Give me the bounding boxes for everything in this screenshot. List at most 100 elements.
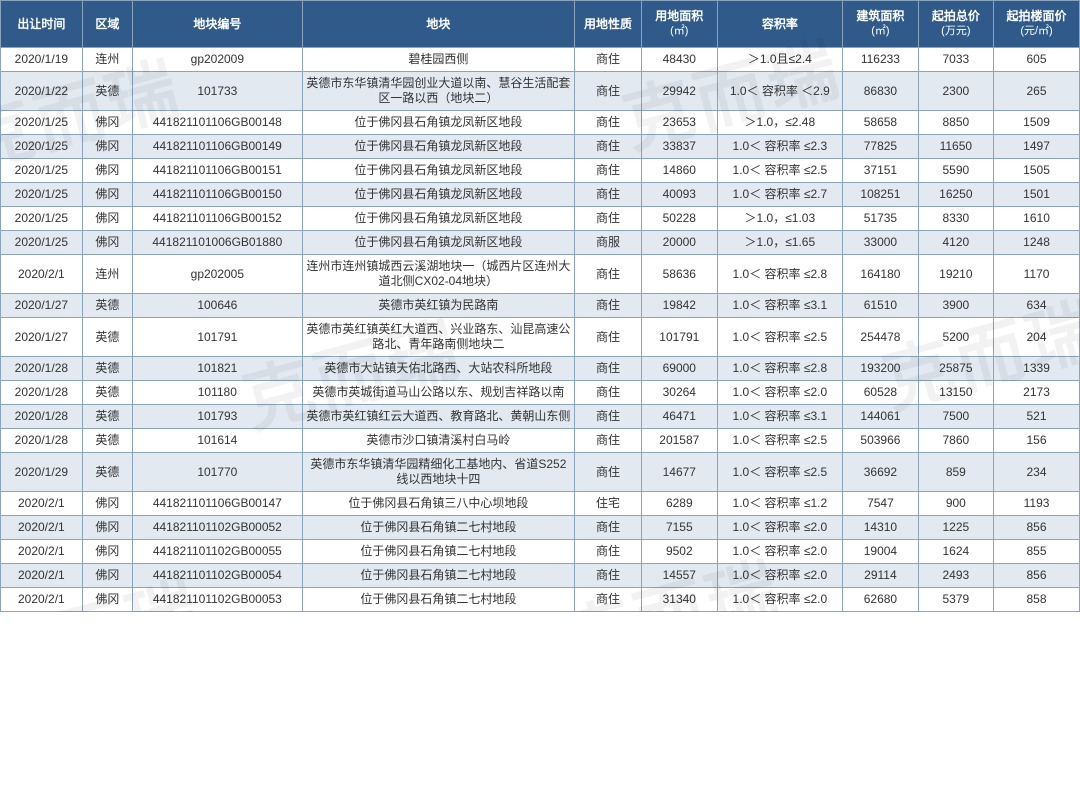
cell-c9: 1170 [994,255,1080,294]
col-header-4: 用地性质 [575,1,642,48]
cell-c4: 商住 [575,111,642,135]
table-row: 2020/2/1连州gp202005连州市连州镇城西云溪湖地块一（城西片区连州大… [1,255,1080,294]
table-row: 2020/1/28英德101821英德市大站镇天佑北路西、大站农科所地段商住69… [1,357,1080,381]
cell-c6: 1.0＜ 容积率 ≤2.5 [717,453,843,492]
cell-c0: 2020/1/22 [1,72,83,111]
cell-c9: 856 [994,516,1080,540]
cell-c3: 英德市英红镇为民路南 [302,294,574,318]
table-row: 2020/1/29英德101770英德市东华镇清华园精细化工基地内、省道S252… [1,453,1080,492]
col-header-8: 起拍总价(万元) [918,1,993,48]
cell-c7: 503966 [843,429,918,453]
cell-c3: 位于佛冈县石角镇二七村地段 [302,588,574,612]
table-row: 2020/1/25佛冈441821101006GB01880位于佛冈县石角镇龙凤… [1,231,1080,255]
cell-c8: 900 [918,492,993,516]
cell-c2: 441821101102GB00054 [132,564,302,588]
cell-c2: 441821101102GB00055 [132,540,302,564]
cell-c1: 佛冈 [82,540,132,564]
cell-c8: 25875 [918,357,993,381]
cell-c7: 77825 [843,135,918,159]
cell-c9: 634 [994,294,1080,318]
cell-c9: 265 [994,72,1080,111]
cell-c7: 116233 [843,48,918,72]
table-row: 2020/2/1佛冈441821101102GB00055位于佛冈县石角镇二七村… [1,540,1080,564]
cell-c1: 佛冈 [82,111,132,135]
cell-c8: 16250 [918,183,993,207]
cell-c6: 1.0＜ 容积率 ≤2.0 [717,381,843,405]
cell-c5: 30264 [642,381,717,405]
table-row: 2020/2/1佛冈441821101102GB00053位于佛冈县石角镇二七村… [1,588,1080,612]
cell-c3: 碧桂园西侧 [302,48,574,72]
cell-c0: 2020/1/19 [1,48,83,72]
cell-c4: 商住 [575,183,642,207]
cell-c8: 5200 [918,318,993,357]
cell-c5: 101791 [642,318,717,357]
cell-c8: 8850 [918,111,993,135]
cell-c1: 连州 [82,48,132,72]
cell-c1: 英德 [82,294,132,318]
cell-c7: 62680 [843,588,918,612]
cell-c4: 商服 [575,231,642,255]
cell-c0: 2020/2/1 [1,255,83,294]
cell-c3: 英德市东华镇清华园精细化工基地内、省道S252线以西地块十四 [302,453,574,492]
cell-c3: 位于佛冈县石角镇龙凤新区地段 [302,207,574,231]
cell-c5: 23653 [642,111,717,135]
col-header-6: 容积率 [717,1,843,48]
cell-c6: 1.0＜ 容积率 ＜2.9 [717,72,843,111]
cell-c2: 441821101106GB00147 [132,492,302,516]
table-row: 2020/1/28英德101614英德市沙口镇清溪村白马岭商住2015871.0… [1,429,1080,453]
cell-c1: 英德 [82,72,132,111]
cell-c8: 7500 [918,405,993,429]
col-header-label: 建筑面积 [856,9,904,23]
table-row: 2020/1/25佛冈441821101106GB00151位于佛冈县石角镇龙凤… [1,159,1080,183]
cell-c1: 英德 [82,405,132,429]
col-header-3: 地块 [302,1,574,48]
cell-c2: 101793 [132,405,302,429]
cell-c6: 1.0＜ 容积率 ≤2.3 [717,135,843,159]
col-header-sub: (万元) [921,25,991,39]
cell-c1: 英德 [82,381,132,405]
cell-c3: 位于佛冈县石角镇二七村地段 [302,516,574,540]
table-row: 2020/1/19连州gp202009碧桂园西侧商住48430＞1.0且≤2.4… [1,48,1080,72]
cell-c4: 商住 [575,540,642,564]
cell-c3: 英德市英城街道马山公路以东、规划吉祥路以南 [302,381,574,405]
cell-c6: ＞1.0，≤1.65 [717,231,843,255]
cell-c9: 856 [994,564,1080,588]
cell-c1: 英德 [82,453,132,492]
cell-c2: 441821101106GB00150 [132,183,302,207]
table-row: 2020/1/25佛冈441821101106GB00152位于佛冈县石角镇龙凤… [1,207,1080,231]
cell-c9: 1610 [994,207,1080,231]
cell-c6: 1.0＜ 容积率 ≤3.1 [717,405,843,429]
cell-c0: 2020/2/1 [1,540,83,564]
cell-c5: 33837 [642,135,717,159]
cell-c8: 3900 [918,294,993,318]
cell-c8: 2493 [918,564,993,588]
cell-c7: 33000 [843,231,918,255]
cell-c3: 英德市沙口镇清溪村白马岭 [302,429,574,453]
table-row: 2020/1/22英德101733英德市东华镇清华园创业大道以南、慧谷生活配套区… [1,72,1080,111]
col-header-label: 出让时间 [17,17,65,31]
cell-c7: 36692 [843,453,918,492]
cell-c3: 位于佛冈县石角镇龙凤新区地段 [302,183,574,207]
cell-c5: 29942 [642,72,717,111]
cell-c3: 位于佛冈县石角镇龙凤新区地段 [302,159,574,183]
cell-c5: 7155 [642,516,717,540]
cell-c9: 1505 [994,159,1080,183]
cell-c2: 441821101102GB00052 [132,516,302,540]
cell-c7: 19004 [843,540,918,564]
cell-c5: 14557 [642,564,717,588]
table-row: 2020/1/27英德100646英德市英红镇为民路南商住198421.0＜ 容… [1,294,1080,318]
cell-c9: 605 [994,48,1080,72]
cell-c8: 19210 [918,255,993,294]
cell-c2: 441821101106GB00148 [132,111,302,135]
cell-c8: 13150 [918,381,993,405]
cell-c1: 连州 [82,255,132,294]
cell-c1: 佛冈 [82,183,132,207]
cell-c7: 51735 [843,207,918,231]
cell-c0: 2020/2/1 [1,492,83,516]
col-header-5: 用地面积(㎡) [642,1,717,48]
cell-c2: 101733 [132,72,302,111]
cell-c5: 31340 [642,588,717,612]
cell-c8: 5590 [918,159,993,183]
col-header-label: 地块 [426,17,450,31]
cell-c5: 19842 [642,294,717,318]
